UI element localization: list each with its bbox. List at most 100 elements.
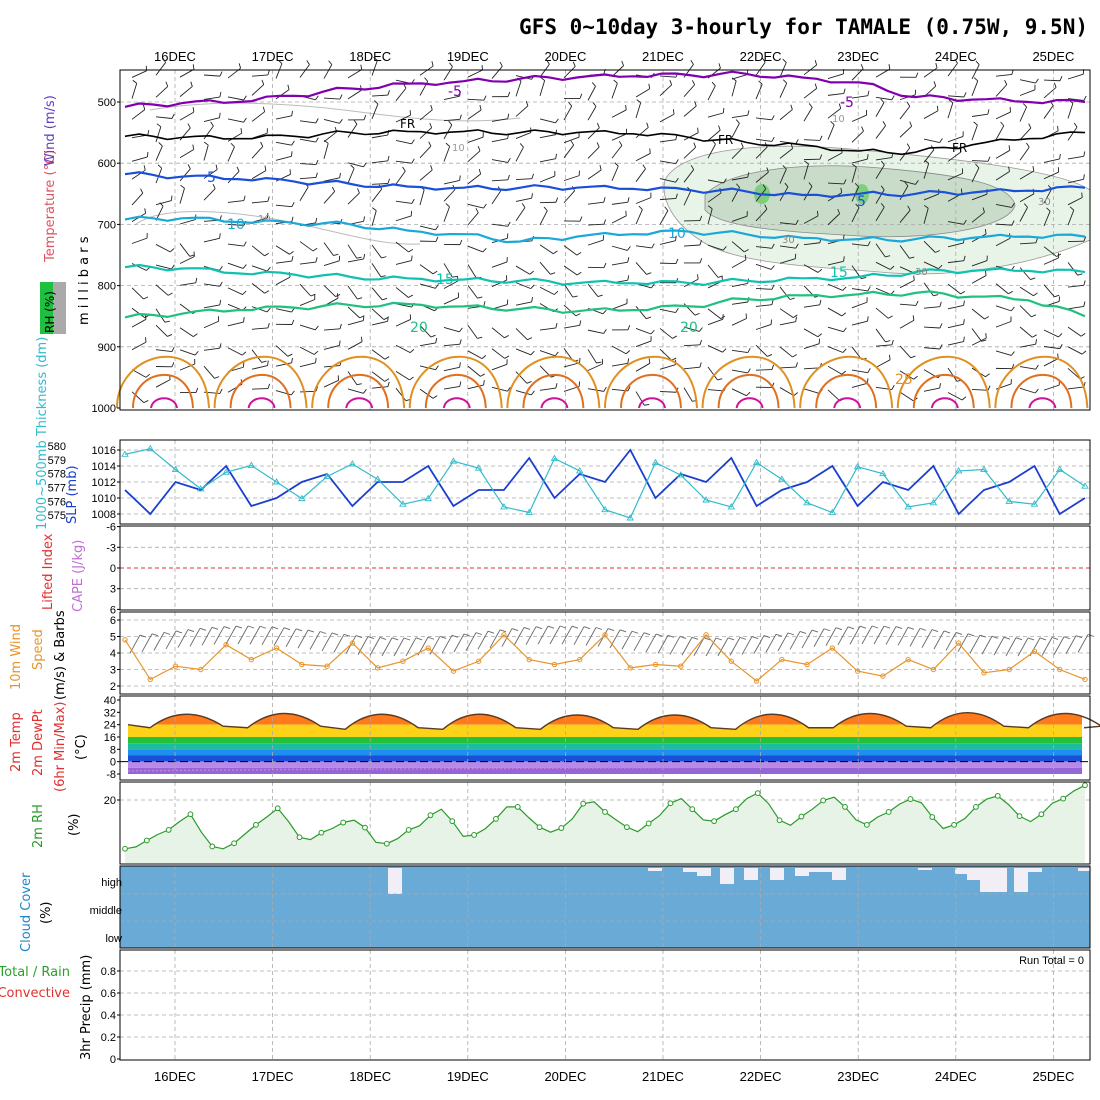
contour-label-20-a: 20: [410, 320, 428, 336]
wind-barb: [875, 243, 886, 258]
wind-barb: [923, 110, 939, 119]
wind-barb: [443, 263, 453, 278]
wind-barb-feather: [764, 204, 768, 210]
dewpoint-line: [127, 762, 1085, 772]
wind-barb: [659, 198, 676, 201]
wind-barb: [683, 326, 700, 332]
panel5-grid: [174, 696, 1054, 780]
surface-wind-barb: [141, 633, 153, 653]
wind-barb: [803, 215, 819, 224]
rh-marker: [558, 825, 565, 831]
surface-wind-barb-feather: [367, 636, 375, 640]
wind-barb: [1067, 178, 1084, 184]
wind-barb-feather: [576, 271, 582, 276]
wind-barb: [683, 190, 692, 206]
wind-barb-feather: [627, 275, 630, 281]
wind-barb: [491, 138, 508, 143]
wind-barb-feather: [718, 63, 721, 69]
wind-barb: [131, 391, 145, 403]
wind-barb: [971, 193, 988, 201]
wind-barb: [923, 138, 940, 144]
wind-barb-feather: [336, 293, 339, 299]
wind-barb: [779, 83, 788, 98]
date-top-25DEC: 25DEC: [1032, 49, 1074, 64]
y-tick-label: 0: [110, 757, 116, 769]
wind-barb: [779, 222, 796, 225]
wind-speed-marker: [450, 668, 457, 674]
wind-barb: [1043, 384, 1060, 391]
surface-wind-barb-feather: [295, 628, 303, 632]
wind-barb: [227, 96, 244, 101]
wind-barb: [1067, 73, 1084, 80]
wind-barb: [707, 112, 724, 118]
rh-marker: [405, 827, 412, 833]
wind-barb-feather: [411, 139, 415, 144]
contour--5: [124, 70, 1086, 108]
date-bottom-22DEC: 22DEC: [740, 1069, 782, 1084]
surface-wind-barb-feather: [883, 625, 891, 629]
wind-barb: [323, 143, 329, 159]
surface-wind-barb: [585, 627, 597, 646]
warm-contour-25: [799, 355, 894, 409]
wind-barb: [563, 175, 580, 182]
wind-barb-feather: [675, 258, 679, 264]
wind-barb-feather: [431, 61, 434, 67]
surface-wind-barb: [837, 626, 849, 646]
wind-barb-feather: [638, 205, 643, 210]
y-tick-label: 900: [98, 342, 116, 354]
wind-barb-feather: [1081, 350, 1087, 355]
rh-marker: [493, 815, 499, 822]
surface-wind-barb: [741, 636, 753, 655]
surface-wind-barb-feather: [463, 633, 471, 637]
wind-barb-feather: [1032, 165, 1035, 172]
surface-wind-barb: [237, 625, 249, 645]
wind-barb: [179, 349, 196, 356]
wind-barb: [659, 210, 669, 225]
wind-speed-marker: [1006, 666, 1012, 673]
thickness-marker: [1081, 482, 1089, 489]
wind-barb-feather: [323, 139, 329, 144]
wind-barb-feather: [672, 335, 678, 339]
wind-barb: [515, 146, 524, 162]
wind-barb-feather: [144, 208, 147, 214]
wind-speed-marker: [475, 658, 482, 664]
wind-barb: [251, 84, 265, 96]
wind-barb-feather: [315, 257, 318, 263]
wind-barb-feather: [830, 121, 835, 126]
rh-marker: [427, 812, 434, 819]
wind-barb: [947, 242, 964, 248]
wind-barb: [755, 146, 768, 159]
wind-barb-feather: [987, 385, 991, 391]
wind-barb: [635, 391, 645, 406]
surface-wind-barb: [825, 627, 837, 646]
wind-barb-feather: [591, 82, 596, 87]
wind-barb: [947, 172, 963, 181]
panel6-y-ticks: 20: [104, 795, 120, 807]
wind-barb-feather: [315, 217, 318, 223]
warm-contour-30: [1010, 373, 1073, 409]
thickness-tick: 579: [48, 455, 66, 467]
wind-barb-feather: [459, 381, 462, 387]
contour-5: [124, 171, 1086, 199]
high-cloud-bar: [918, 868, 932, 870]
wind-barb-feather: [339, 118, 343, 124]
wind-barb-feather: [475, 208, 479, 213]
wind-barb-feather: [507, 386, 511, 392]
wind-barb-feather: [790, 143, 794, 149]
wind-barb: [875, 344, 892, 347]
wind-barb: [851, 369, 868, 374]
wind-barb: [203, 144, 209, 161]
wind-barb: [659, 364, 676, 370]
wind-barb: [419, 189, 425, 206]
wind-barb-feather: [625, 104, 627, 110]
surface-wind-barb-feather: [235, 625, 243, 629]
wind-barb: [275, 276, 291, 286]
rh-marker: [165, 827, 172, 833]
wind-barb-feather: [180, 184, 185, 189]
wind-barb: [203, 169, 218, 179]
wind-barb-feather: [432, 395, 438, 399]
wind-barb: [227, 287, 243, 295]
wind-barb: [1067, 346, 1083, 355]
wind-barb: [395, 241, 409, 253]
surface-wind-barb-feather: [1003, 636, 1011, 640]
